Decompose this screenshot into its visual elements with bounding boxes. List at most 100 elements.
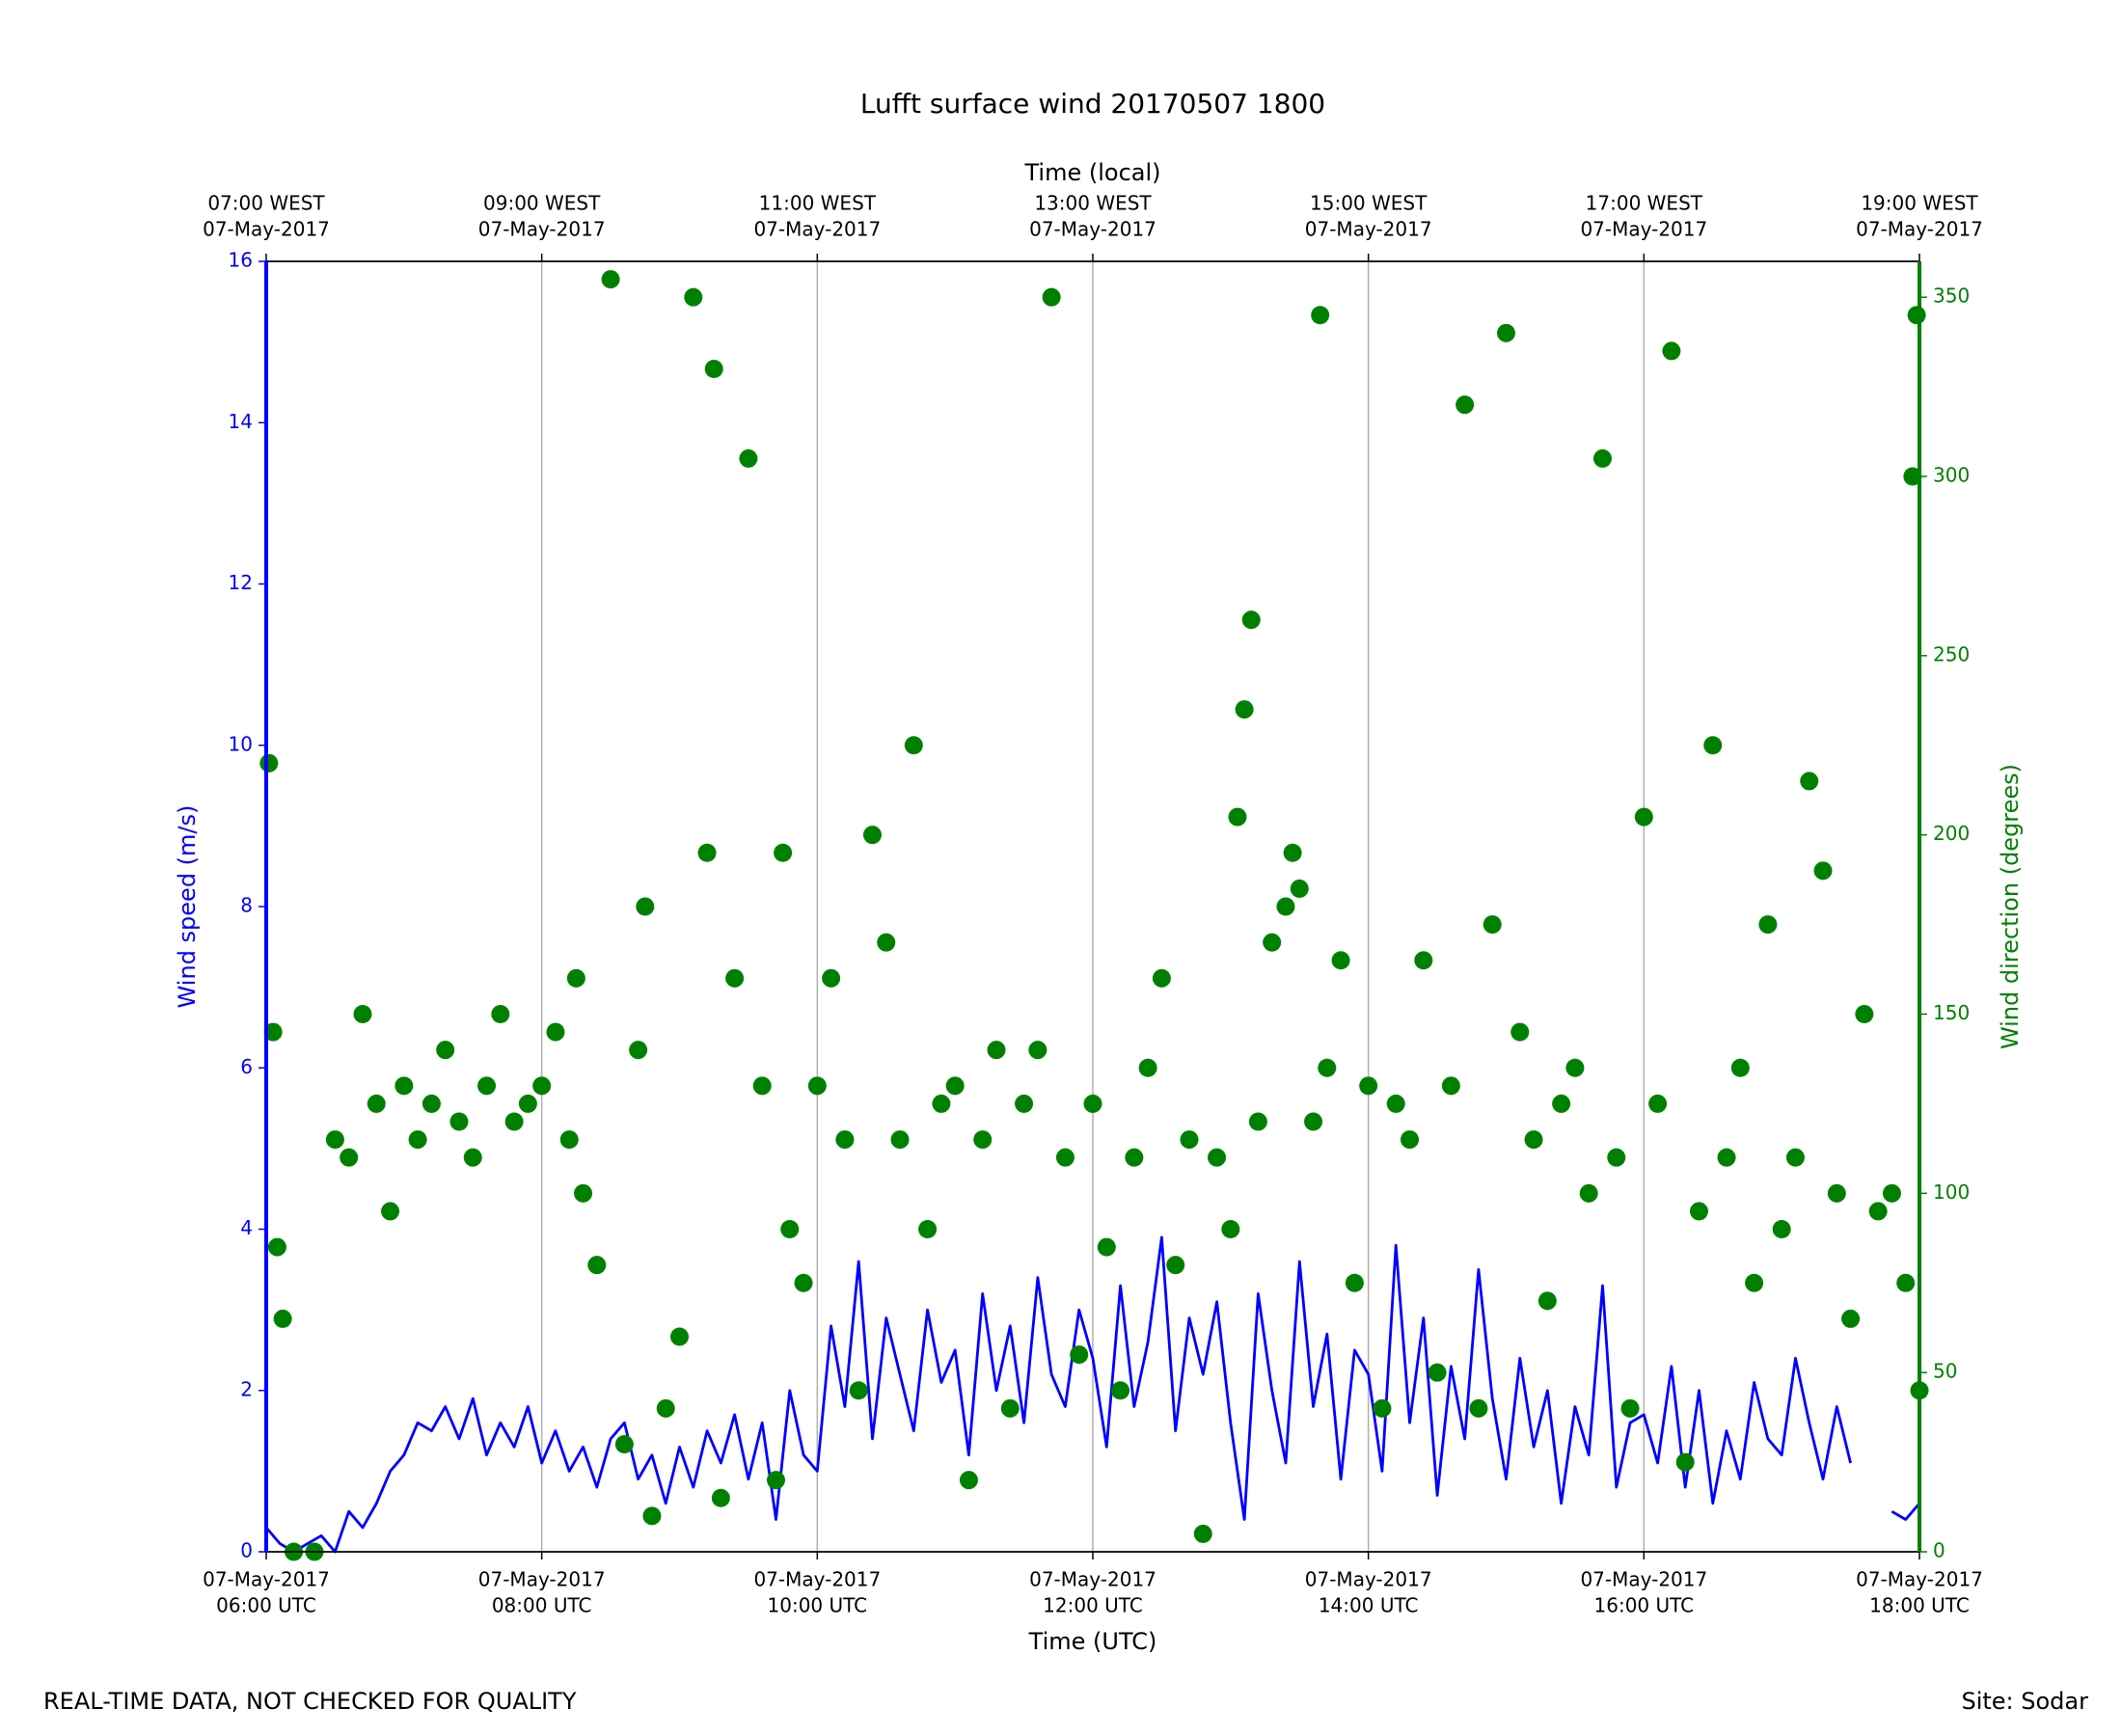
wind-direction-point: [1855, 1005, 1874, 1023]
wind-direction-point: [1221, 1220, 1240, 1238]
wind-direction-point: [670, 1327, 689, 1346]
wind-direction-point: [1497, 323, 1515, 342]
y2-tick-label: 350: [1933, 285, 1970, 308]
wind-direction-point: [1634, 807, 1653, 827]
wind-direction-point: [1028, 1041, 1047, 1060]
wind-direction-point: [932, 1094, 951, 1113]
wind-direction-point: [1469, 1398, 1488, 1418]
wind-direction-point: [1276, 897, 1295, 916]
y-tick-label: 8: [240, 894, 253, 917]
wind-direction-point: [752, 1076, 772, 1096]
wind-direction-point: [601, 270, 620, 289]
y-axis-label: Wind speed (m/s): [174, 805, 201, 1009]
wind-direction-point: [1745, 1273, 1764, 1292]
wind-direction-point: [822, 968, 841, 988]
wind-direction-point: [780, 1220, 800, 1238]
wind-direction-point: [408, 1130, 427, 1150]
wind-direction-point: [959, 1471, 978, 1490]
wind-direction-point: [1800, 772, 1819, 791]
y-tick-label: 16: [229, 249, 253, 272]
wind-direction-point: [1441, 1076, 1460, 1096]
wind-direction-point: [656, 1398, 675, 1418]
y-tick-label: 10: [229, 732, 253, 755]
wind-direction-point: [862, 826, 882, 845]
y2-tick-label: 0: [1933, 1539, 1945, 1562]
x2-tick-label: 07-May-2017: [1580, 218, 1707, 241]
wind-direction-point: [367, 1094, 386, 1113]
x-tick-label: 06:00 UTC: [216, 1594, 316, 1617]
y2-tick-label: 100: [1933, 1180, 1970, 1204]
wind-direction-point: [1055, 1148, 1075, 1167]
wind-direction-point: [877, 933, 896, 952]
wind-direction-point: [1235, 700, 1254, 719]
wind-direction-point: [1675, 1452, 1695, 1472]
y-tick-label: 14: [229, 410, 253, 433]
wind-direction-point: [849, 1381, 868, 1400]
wind-direction-point: [1882, 1183, 1901, 1203]
chart-title: Lufft surface wind 20170507 1800: [860, 88, 1325, 120]
wind-direction-point: [1152, 968, 1171, 988]
wind-direction-point: [1166, 1256, 1185, 1275]
wind-direction-point: [918, 1220, 938, 1238]
wind-direction-point: [1111, 1381, 1130, 1400]
x-tick-label: 14:00 UTC: [1319, 1594, 1419, 1617]
x-tick-label: 07-May-2017: [203, 1568, 330, 1591]
y-tick-label: 4: [240, 1216, 253, 1239]
wind-direction-point: [945, 1076, 965, 1096]
x-tick-label: 18:00 UTC: [1869, 1594, 1970, 1617]
x-tick-label: 10:00 UTC: [768, 1594, 868, 1617]
y2-tick-label: 150: [1933, 1001, 1970, 1024]
y2-tick-label: 200: [1933, 822, 1970, 845]
wind-direction-point: [1813, 861, 1833, 881]
wind-direction-point: [1827, 1183, 1846, 1203]
x-tick-label: 07-May-2017: [1029, 1568, 1156, 1591]
wind-direction-point: [1083, 1094, 1102, 1113]
wind-speed-line: [264, 1235, 1921, 1554]
wind-direction-point: [422, 1094, 441, 1113]
wind-direction-point: [642, 1506, 662, 1526]
x2-tick-label: 17:00 WEST: [1586, 192, 1703, 215]
wind-direction-point: [491, 1005, 510, 1023]
y-tick-label: 12: [229, 571, 253, 594]
wind-direction-point: [1386, 1094, 1405, 1113]
wind-direction-point: [518, 1094, 537, 1113]
x2-tick-label: 07-May-2017: [1856, 218, 1983, 241]
wind-direction-point: [394, 1076, 414, 1096]
wind-direction-point: [1359, 1076, 1378, 1096]
wind-direction-point: [574, 1183, 593, 1203]
wind-direction-point: [1015, 1094, 1034, 1113]
wind-direction-point: [904, 736, 923, 755]
wind-direction-point: [325, 1130, 344, 1150]
x2-tick-label: 07-May-2017: [478, 218, 606, 241]
x2-tick-label: 07-May-2017: [753, 218, 881, 241]
x2-tick-label: 19:00 WEST: [1861, 192, 1978, 215]
wind-direction-point: [263, 1022, 283, 1042]
wind-direction-point: [629, 1041, 648, 1060]
y2-tick-label: 250: [1933, 642, 1970, 665]
wind-direction-point: [1592, 448, 1612, 468]
wind-direction-point: [1263, 933, 1282, 952]
wind-direction-point: [697, 843, 717, 862]
wind-direction-point: [835, 1130, 855, 1150]
wind-direction-point: [1180, 1130, 1199, 1150]
x2-tick-label: 09:00 WEST: [483, 192, 601, 215]
wind-direction-point: [1428, 1363, 1447, 1382]
wind-direction-point: [532, 1076, 552, 1096]
wind-direction-point: [794, 1273, 813, 1292]
wind-direction-point: [636, 897, 655, 916]
wind-direction-point: [1455, 395, 1475, 415]
wind-direction-point: [1304, 1112, 1323, 1131]
wind-direction-point: [1620, 1398, 1640, 1418]
wind-direction-point: [546, 1022, 565, 1042]
wind-direction-point: [1097, 1237, 1116, 1257]
wind-direction-point: [587, 1256, 607, 1275]
wind-direction-point: [463, 1148, 482, 1167]
x2-tick-label: 07-May-2017: [203, 218, 330, 241]
wind-direction-point: [1401, 1130, 1420, 1150]
wind-direction-point: [711, 1488, 730, 1507]
wind-direction-point: [449, 1112, 469, 1131]
wind-direction-point: [739, 448, 758, 468]
wind-direction-point: [1228, 807, 1247, 827]
